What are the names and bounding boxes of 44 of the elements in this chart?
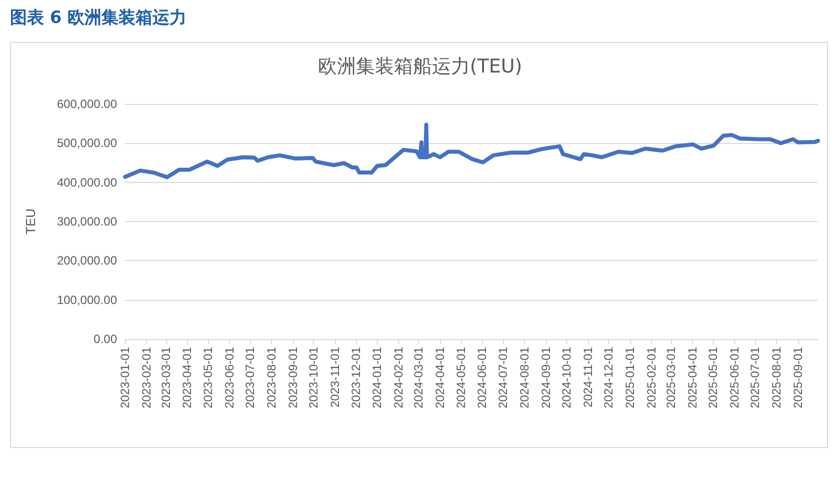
x-tick-label: 2024-07-01 (496, 346, 510, 408)
x-tick-label: 2024-05-01 (454, 346, 468, 408)
y-tick-label: 600,000.00 (56, 97, 118, 111)
x-tick-label: 2024-12-01 (602, 346, 616, 408)
x-tick-label: 2024-01-01 (370, 346, 384, 408)
x-tick-label: 2025-06-01 (727, 346, 742, 408)
x-tick-label: 2025-04-01 (685, 346, 700, 408)
line-series (123, 122, 820, 180)
x-tick-label: 2025-07-01 (748, 346, 762, 408)
x-tick-label: 2023-06-01 (222, 346, 236, 408)
x-tick-label: 2024-11-01 (580, 346, 595, 408)
y-tick-label: 200,000.00 (56, 254, 118, 268)
x-tick-label: 2023-04-01 (180, 346, 194, 408)
text: 图表 6 欧洲集装箱运力 (10, 7, 187, 29)
y-tick-label: 500,000.00 (56, 136, 118, 150)
x-tick-label: 2024-04-01 (433, 346, 448, 408)
x-tick-label: 2025-03-01 (664, 346, 678, 408)
x-tick-label: 2024-09-01 (538, 346, 553, 408)
x-tick-label: 2025-08-01 (770, 346, 784, 408)
x-tick-label: 2023-01-01 (118, 346, 132, 408)
x-tick-label: 2024-10-01 (560, 346, 574, 408)
x-tick-label: 2024-08-01 (517, 346, 532, 408)
x-tick-label: 2025-01-01 (623, 346, 638, 408)
x-tick-label: 2023-12-01 (348, 346, 363, 408)
x-tick-label: 2023-07-01 (243, 346, 258, 408)
x-tick-label: 2023-11-01 (328, 346, 342, 408)
y-tick-label: 0.00 (94, 332, 118, 346)
x-tick-label: 2023-09-01 (286, 346, 300, 408)
x-tick-label: 2025-09-01 (790, 346, 805, 408)
x-tick-label: 2023-02-01 (139, 346, 154, 408)
y-axis-title: TEU (23, 208, 38, 234)
x-tick-label: 2025-02-01 (644, 346, 658, 408)
x-tick-label: 2023-03-01 (158, 346, 173, 408)
x-tick-label: 2024-06-01 (475, 346, 490, 408)
x-tick-label: 2024-02-01 (392, 346, 406, 408)
chart-title: 欧洲集装箱船运力(TEU) (318, 56, 522, 78)
y-tick-label: 400,000.00 (56, 175, 118, 190)
y-tick-label: 300,000.00 (56, 214, 118, 228)
x-tick-label: 2023-05-01 (200, 346, 215, 408)
x-tick-label: 2024-03-01 (412, 346, 426, 408)
x-tick-label: 2023-08-01 (264, 346, 278, 408)
y-tick-label: 100,000.00 (56, 292, 118, 307)
x-tick-label: 2025-05-01 (706, 346, 720, 408)
x-tick-label: 2023-10-01 (306, 346, 321, 408)
